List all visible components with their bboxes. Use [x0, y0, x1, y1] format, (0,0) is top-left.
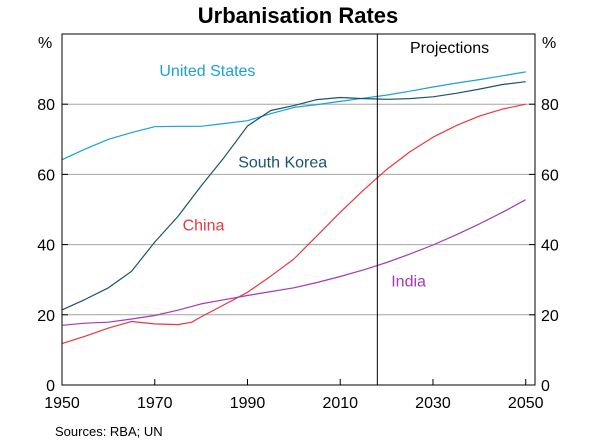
plot-frame: [61, 33, 536, 386]
series-line-china: [61, 103, 526, 345]
x-tick-2010: 2010: [322, 395, 358, 412]
series-line-south-korea: [61, 81, 526, 311]
y-tick-right-40: 40: [541, 238, 559, 255]
series-lines: [61, 71, 526, 345]
y-tick-right-0: 0: [541, 378, 550, 395]
y-tick-left-20: 20: [37, 308, 55, 325]
y-tick-right-60: 60: [541, 167, 559, 184]
chart-title: Urbanisation Rates: [198, 3, 399, 28]
x-tick-1990: 1990: [230, 395, 266, 412]
x-tick-2050: 2050: [508, 395, 544, 412]
series-labels: United States South Korea China India: [159, 63, 426, 291]
series-label-united-states: United States: [159, 63, 255, 80]
projection-label: Projections: [410, 40, 489, 57]
source-note: Sources: RBA; UN: [55, 424, 163, 439]
y-unit-left: %: [38, 35, 52, 52]
x-tick-2030: 2030: [415, 395, 451, 412]
grid-lines: [62, 103, 535, 316]
axis-ticks: 0 0 20 20 40 40 60 60 80 80 1950 1970 1990 2010 2030 20…: [37, 97, 559, 412]
y-tick-left-0: 0: [46, 378, 55, 395]
series-label-india: India: [391, 274, 426, 291]
x-tick-1970: 1970: [137, 395, 173, 412]
series-label-china: China: [183, 218, 225, 235]
y-unit-right: %: [542, 35, 556, 52]
x-tick-1950: 1950: [44, 395, 80, 412]
y-tick-left-60: 60: [37, 167, 55, 184]
series-label-south-korea: South Korea: [238, 154, 327, 171]
series-line-india: [61, 199, 526, 326]
y-tick-left-80: 80: [37, 97, 55, 114]
y-tick-right-80: 80: [541, 97, 559, 114]
series-line-united-states: [61, 71, 526, 161]
y-tick-left-40: 40: [37, 238, 55, 255]
y-tick-right-20: 20: [541, 308, 559, 325]
